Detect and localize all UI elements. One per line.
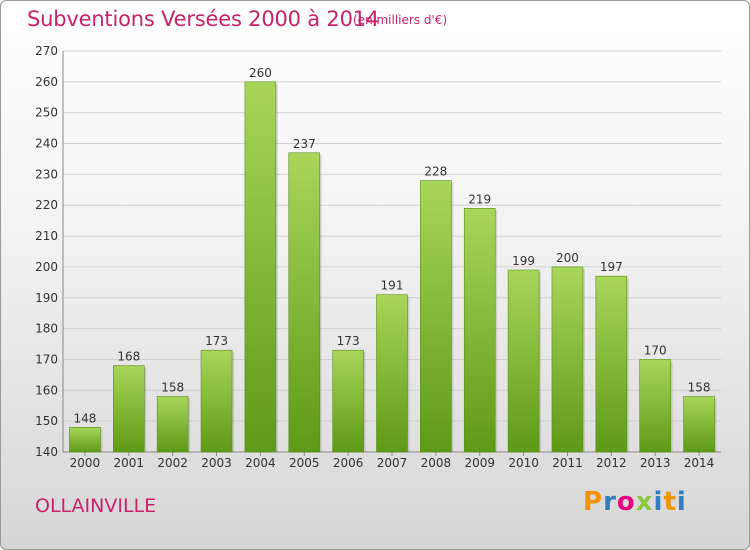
y-tick-label: 250 [35,106,58,120]
chart-title: Subventions Versées 2000 à 2014 [27,7,380,31]
x-tick-label: 2012 [596,456,627,470]
data-label: 200 [556,251,579,265]
logo-letter: o [616,487,636,517]
y-tick-label: 230 [35,167,58,181]
y-tick-label: 170 [35,352,58,366]
data-label: 219 [468,192,491,206]
data-label: 191 [381,279,404,293]
data-label: 173 [205,334,228,348]
logo-letter: x [635,487,654,517]
bar-2004 [244,81,277,453]
y-tick-label: 140 [35,445,58,459]
logo-letter: i [676,487,687,517]
y-tick-label: 240 [35,137,58,151]
data-label: 228 [424,165,447,179]
x-tick-label: 2010 [508,456,539,470]
bar-2009 [463,208,496,453]
data-label: 260 [249,66,272,80]
logo-letter: r [603,487,617,517]
x-tick-label: 2001 [114,456,145,470]
bar-2006 [332,349,364,453]
y-tick-label: 210 [35,229,58,243]
x-tick-label: 2000 [70,456,101,470]
data-labels: 148 168 158 173 260 237 173 191 228 219 199 200 197 1… [73,66,710,425]
y-tick-label: 190 [35,291,58,305]
city-name: OLLAINVILLE [35,495,157,517]
bar-2012 [595,275,628,453]
x-tick-label: 2011 [552,456,583,470]
data-label: 148 [73,411,96,425]
bar-2014 [683,396,715,453]
proxiti-logo[interactable]: Proxiti [583,487,687,517]
y-tick-label: 260 [35,75,58,89]
bar-2000 [69,427,101,453]
axes: 140 150 160 170 180 190 200 210 220 230 240 250 260 2… [35,44,721,470]
chart-subtitle: (en milliers d'€) [353,13,448,27]
data-label: 170 [644,343,667,357]
logo-letter: t [663,487,677,517]
data-label: 158 [688,380,711,394]
bar-2002 [156,396,189,453]
x-tick-label: 2004 [245,456,276,470]
bar-2010 [507,269,540,453]
y-tick-label: 220 [35,198,58,212]
x-tick-label: 2009 [464,456,495,470]
data-label: 237 [293,137,316,151]
bar-2003 [200,349,233,453]
bar-2013 [639,359,672,453]
x-tick-label: 2005 [289,456,320,470]
x-tick-label: 2006 [333,456,364,470]
bar-2008 [420,180,452,453]
bar-2001 [113,365,145,453]
y-tick-label: 270 [35,44,58,58]
data-label: 199 [512,254,535,268]
logo-letter: i [653,487,664,517]
x-tick-label: 2003 [201,456,232,470]
x-tick-label: 2008 [421,456,452,470]
y-tick-label: 200 [35,260,58,274]
bar-2007 [376,294,408,453]
bar-2011 [551,266,584,453]
y-tick-label: 180 [35,322,58,336]
x-tick-label: 2014 [684,456,715,470]
y-tick-label: 150 [35,414,58,428]
data-label: 173 [337,334,360,348]
bar-2005 [288,152,321,453]
data-label: 158 [161,380,184,394]
bars [69,81,717,453]
x-tick-label: 2007 [377,456,408,470]
logo-letter: P [583,487,604,517]
x-tick-label: 2002 [157,456,188,470]
data-label: 197 [600,260,623,274]
x-tick-label: 2013 [640,456,671,470]
y-tick-label: 160 [35,383,58,397]
data-label: 168 [117,350,140,364]
